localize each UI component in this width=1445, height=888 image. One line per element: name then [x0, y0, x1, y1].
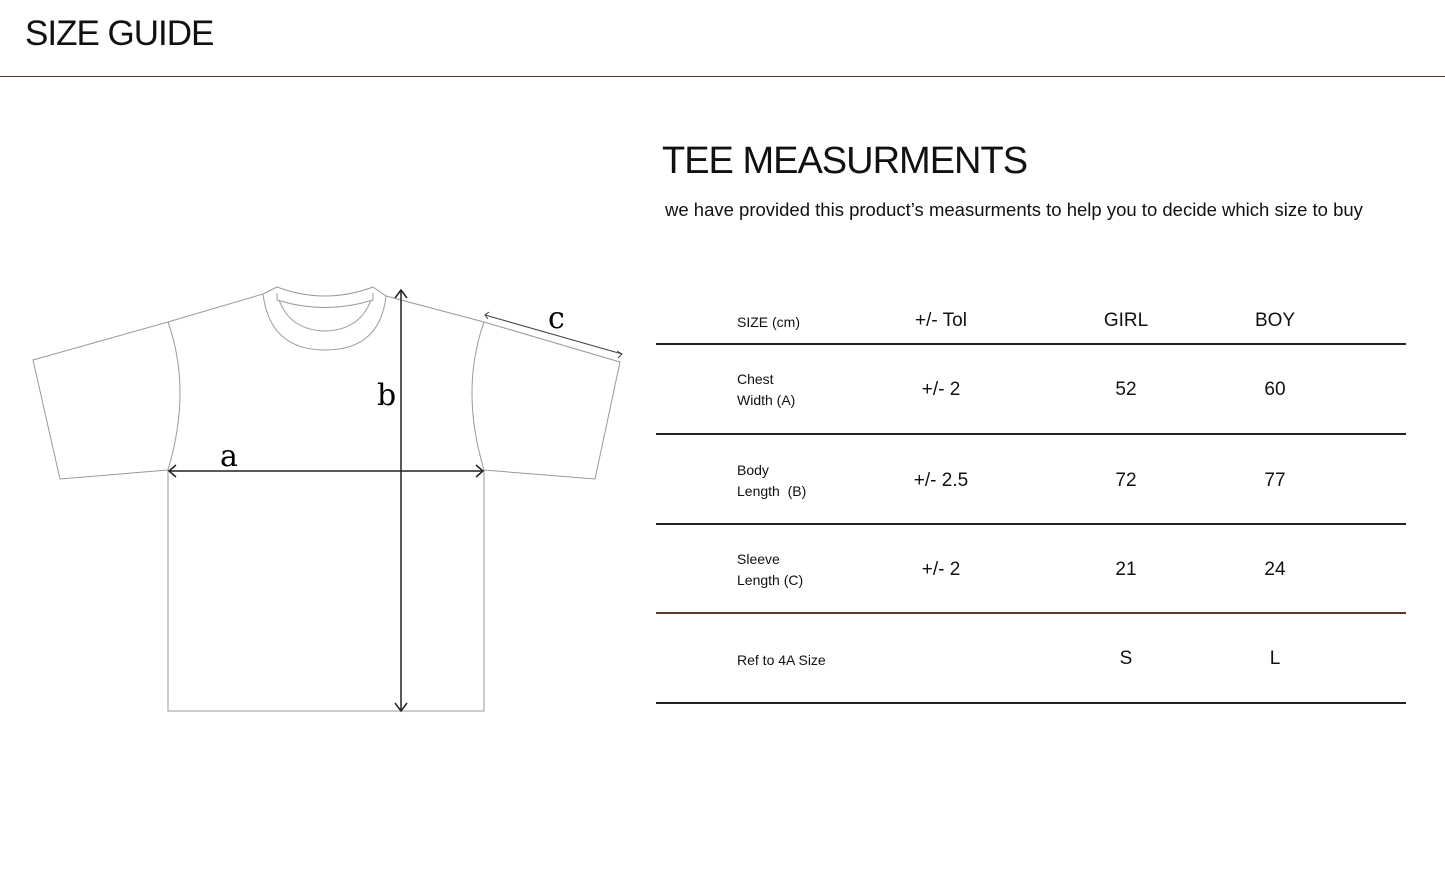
row-label-line1: Chest: [737, 371, 774, 387]
divider: [656, 702, 1406, 704]
row-label-line2: Length (C): [737, 572, 804, 588]
row-label: Ref to 4A Size: [737, 652, 826, 668]
header-divider: [0, 76, 1445, 77]
collar: [262, 286, 387, 351]
row-label-line2: Width (A): [737, 392, 796, 408]
row-label-line1: Sleeve: [737, 551, 780, 567]
section-subtitle: we have provided this product’s measurme…: [665, 199, 1363, 220]
row-label-line1: Body: [737, 462, 769, 478]
row-label: Body Length (B): [737, 460, 877, 502]
divider: [656, 523, 1406, 525]
cell-girl: 52: [1115, 379, 1137, 400]
section-title: TEE MEASURMENTS: [662, 140, 1028, 182]
row-label: Sleeve Length (C): [737, 549, 877, 591]
tshirt-outline: [32, 286, 621, 712]
label-c: c: [548, 301, 565, 336]
divider: [656, 343, 1406, 345]
cell-tol: +/- 2: [921, 379, 961, 400]
cell-girl: 21: [1115, 559, 1137, 580]
cell-tol: +/- 2: [921, 559, 961, 580]
cell-girl: 72: [1115, 470, 1137, 491]
label-a: a: [220, 439, 238, 474]
cell-girl: S: [1119, 648, 1133, 669]
cell-boy: 77: [1264, 470, 1286, 491]
sleeve-arrow: [484, 314, 623, 355]
header-boy: BOY: [1254, 310, 1296, 331]
divider: [656, 433, 1406, 435]
row-label-line2: Length (B): [737, 483, 807, 499]
cell-boy: 24: [1264, 559, 1286, 580]
tshirt-diagram: a b c: [32, 286, 623, 713]
cell-boy: L: [1269, 648, 1281, 669]
page-title: SIZE GUIDE: [25, 14, 214, 53]
label-b: b: [377, 378, 396, 413]
cell-tol: +/- 2.5: [913, 470, 969, 491]
header-girl: GIRL: [1103, 310, 1149, 331]
header-tol: +/- Tol: [915, 310, 967, 331]
cell-boy: 60: [1264, 379, 1286, 400]
row-label: Chest Width (A): [737, 369, 877, 411]
divider: [656, 612, 1406, 614]
header-size: SIZE (cm): [737, 314, 800, 330]
left-sleeve-seam: [167, 321, 181, 471]
right-sleeve-seam: [471, 321, 485, 471]
